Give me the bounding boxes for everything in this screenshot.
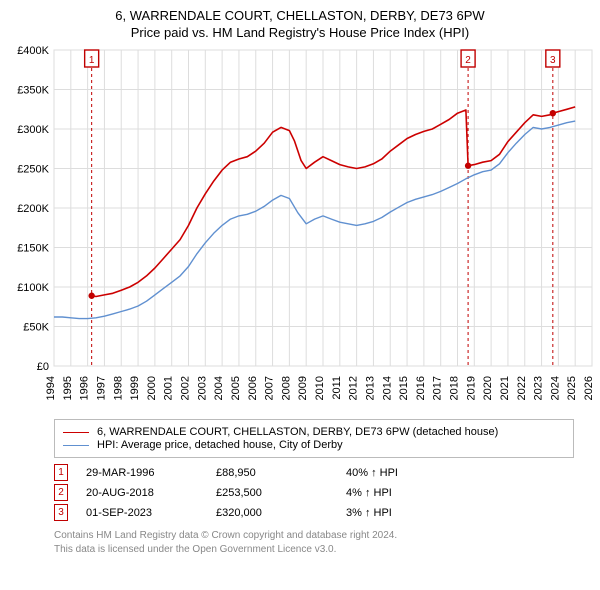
legend-label: 6, WARRENDALE COURT, CHELLASTON, DERBY, … xyxy=(97,426,498,438)
legend-item-hpi: HPI: Average price, detached house, City… xyxy=(63,439,565,451)
footer-line: Contains HM Land Registry data © Crown c… xyxy=(54,529,594,543)
svg-text:2024: 2024 xyxy=(549,376,561,400)
svg-text:2002: 2002 xyxy=(180,376,192,400)
svg-text:2010: 2010 xyxy=(314,376,326,400)
chart-container: 6, WARRENDALE COURT, CHELLASTON, DERBY, … xyxy=(0,0,600,564)
svg-text:2004: 2004 xyxy=(213,376,225,400)
event-date: 01-SEP-2023 xyxy=(86,507,216,519)
svg-text:£50K: £50K xyxy=(23,322,49,334)
svg-text:£0: £0 xyxy=(37,361,49,373)
svg-text:1996: 1996 xyxy=(79,376,91,400)
event-row: 2 20-AUG-2018 £253,500 4% ↑ HPI xyxy=(54,484,594,501)
legend-item-property: 6, WARRENDALE COURT, CHELLASTON, DERBY, … xyxy=(63,426,565,438)
legend-swatch xyxy=(63,445,89,446)
svg-text:1: 1 xyxy=(89,55,95,66)
legend-swatch xyxy=(63,432,89,433)
svg-text:2013: 2013 xyxy=(364,376,376,400)
event-price: £253,500 xyxy=(216,487,346,499)
footer: Contains HM Land Registry data © Crown c… xyxy=(54,529,594,556)
svg-text:2015: 2015 xyxy=(398,376,410,400)
legend: 6, WARRENDALE COURT, CHELLASTON, DERBY, … xyxy=(54,419,574,458)
svg-text:2003: 2003 xyxy=(196,376,208,400)
svg-text:1994: 1994 xyxy=(45,376,57,400)
event-delta: 40% ↑ HPI xyxy=(346,467,398,479)
svg-text:£300K: £300K xyxy=(17,124,49,136)
svg-text:2008: 2008 xyxy=(280,376,292,400)
event-row: 3 01-SEP-2023 £320,000 3% ↑ HPI xyxy=(54,504,594,521)
svg-text:2020: 2020 xyxy=(482,376,494,400)
event-marker-icon: 2 xyxy=(54,484,68,501)
svg-text:2012: 2012 xyxy=(348,376,360,400)
svg-text:2025: 2025 xyxy=(566,376,578,400)
svg-text:2018: 2018 xyxy=(449,376,461,400)
svg-text:2009: 2009 xyxy=(297,376,309,400)
event-marker-icon: 1 xyxy=(54,464,68,481)
svg-text:2: 2 xyxy=(465,55,471,66)
svg-text:£350K: £350K xyxy=(17,85,49,97)
events-list: 1 29-MAR-1996 £88,950 40% ↑ HPI 2 20-AUG… xyxy=(6,464,594,521)
svg-text:1995: 1995 xyxy=(62,376,74,400)
svg-text:2006: 2006 xyxy=(247,376,259,400)
svg-text:2001: 2001 xyxy=(163,376,175,400)
title-main: 6, WARRENDALE COURT, CHELLASTON, DERBY, … xyxy=(6,8,594,23)
event-delta: 3% ↑ HPI xyxy=(346,507,392,519)
svg-text:£250K: £250K xyxy=(17,164,49,176)
chart-svg: £0 £50K £100K £150K £200K £250K £300K £350K £400… xyxy=(6,44,598,404)
event-marker-icon: 3 xyxy=(54,504,68,521)
event-date: 20-AUG-2018 xyxy=(86,487,216,499)
event-row: 1 29-MAR-1996 £88,950 40% ↑ HPI xyxy=(54,464,594,481)
svg-text:2017: 2017 xyxy=(432,376,444,400)
svg-text:2021: 2021 xyxy=(499,376,511,400)
svg-text:1999: 1999 xyxy=(129,376,141,400)
svg-text:2023: 2023 xyxy=(533,376,545,400)
svg-text:£400K: £400K xyxy=(17,45,49,57)
svg-text:2011: 2011 xyxy=(331,376,343,400)
svg-text:2019: 2019 xyxy=(465,376,477,400)
event-price: £88,950 xyxy=(216,467,346,479)
titles: 6, WARRENDALE COURT, CHELLASTON, DERBY, … xyxy=(6,8,594,40)
svg-text:2000: 2000 xyxy=(146,376,158,400)
svg-text:£100K: £100K xyxy=(17,282,49,294)
svg-text:2022: 2022 xyxy=(516,376,528,400)
chart: £0 £50K £100K £150K £200K £250K £300K £350K £400… xyxy=(6,44,594,409)
event-date: 29-MAR-1996 xyxy=(86,467,216,479)
svg-text:1998: 1998 xyxy=(112,376,124,400)
svg-text:2014: 2014 xyxy=(381,376,393,400)
svg-text:1997: 1997 xyxy=(95,376,107,400)
svg-text:2016: 2016 xyxy=(415,376,427,400)
svg-text:£200K: £200K xyxy=(17,203,49,215)
svg-text:£150K: £150K xyxy=(17,243,49,255)
svg-text:2007: 2007 xyxy=(264,376,276,400)
svg-text:2005: 2005 xyxy=(230,376,242,400)
footer-line: This data is licensed under the Open Gov… xyxy=(54,543,594,557)
legend-label: HPI: Average price, detached house, City… xyxy=(97,439,343,451)
event-delta: 4% ↑ HPI xyxy=(346,487,392,499)
title-sub: Price paid vs. HM Land Registry's House … xyxy=(6,25,594,40)
svg-text:2026: 2026 xyxy=(583,376,595,400)
event-price: £320,000 xyxy=(216,507,346,519)
svg-text:3: 3 xyxy=(550,55,556,66)
